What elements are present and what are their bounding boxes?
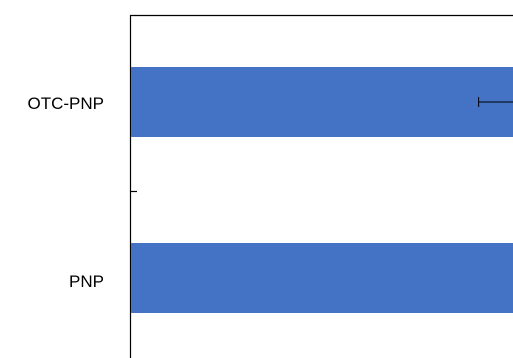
category-label-otc-pnp: OTC-PNP	[28, 94, 105, 113]
bar-otc-pnp	[131, 67, 513, 137]
category-label-pnp: PNP	[69, 272, 104, 291]
bar-pnp	[131, 243, 513, 313]
